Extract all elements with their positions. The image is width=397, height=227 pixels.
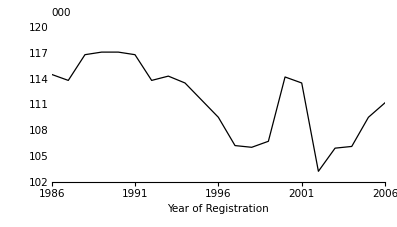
X-axis label: Year of Registration: Year of Registration — [168, 204, 269, 214]
Text: 000: 000 — [52, 8, 71, 18]
